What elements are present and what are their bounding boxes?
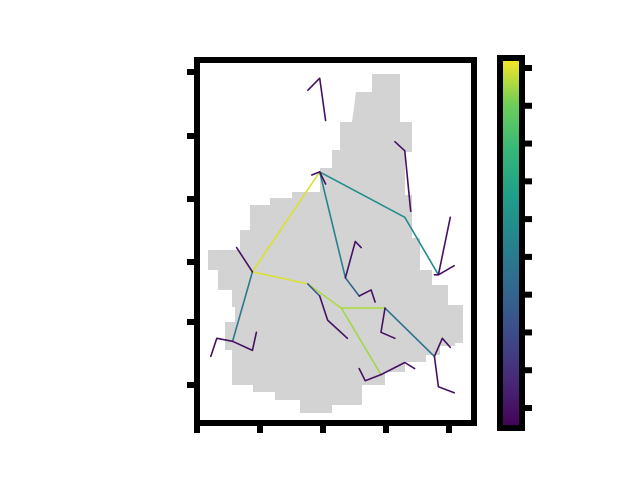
network-edge-23 bbox=[358, 367, 382, 382]
map-region bbox=[208, 74, 463, 413]
colorbar bbox=[497, 55, 532, 431]
y-axis bbox=[187, 69, 197, 388]
network-edge-10 bbox=[306, 283, 321, 297]
network-edge-2 bbox=[251, 270, 309, 285]
axes-frame bbox=[194, 57, 477, 426]
network-edge-17 bbox=[358, 289, 376, 303]
network-edge-6 bbox=[318, 171, 347, 279]
network-edge-4 bbox=[340, 307, 382, 376]
network-edge-15 bbox=[344, 240, 363, 279]
network-edge-26 bbox=[437, 264, 456, 276]
network-edge-25 bbox=[433, 355, 456, 394]
colorbar-frame bbox=[497, 55, 525, 431]
network-edge-11 bbox=[306, 77, 327, 122]
network-edge-22 bbox=[433, 337, 452, 358]
network-edge-7 bbox=[231, 270, 254, 343]
network-edge-18 bbox=[235, 246, 254, 273]
network-edge-24 bbox=[380, 361, 416, 376]
network-edge-20 bbox=[231, 331, 258, 352]
network-edge-5 bbox=[318, 171, 440, 276]
network-edge-16 bbox=[318, 295, 349, 340]
network-edge-14 bbox=[433, 216, 452, 276]
colorbar-gradient bbox=[500, 58, 522, 428]
x-axis bbox=[194, 423, 452, 433]
network-edges bbox=[210, 77, 456, 394]
network-edge-8 bbox=[384, 307, 436, 358]
network-edge-21 bbox=[380, 307, 396, 340]
colorbar-ticks bbox=[522, 65, 532, 411]
network-edge-13 bbox=[394, 140, 412, 213]
network-edge-9 bbox=[344, 276, 361, 297]
network-edge-1 bbox=[251, 171, 321, 273]
network-edge-12 bbox=[310, 171, 327, 185]
network-edge-19 bbox=[210, 337, 234, 358]
